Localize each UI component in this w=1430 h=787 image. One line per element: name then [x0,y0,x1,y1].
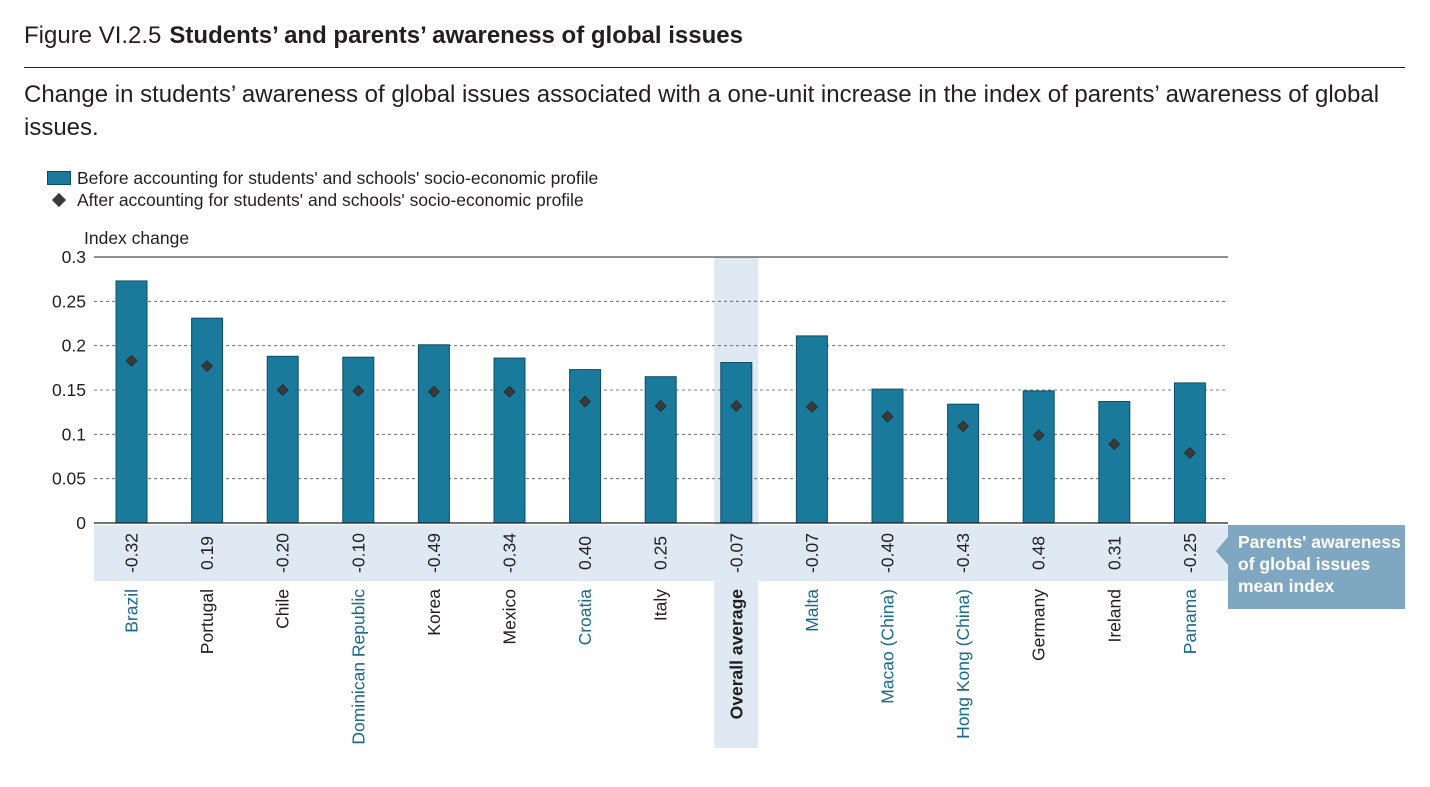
mean-index-label: 0.25 [651,536,671,570]
callout-line-1: Parents' awareness [1238,532,1401,552]
category-label: Italy [651,589,671,621]
diamond-marker [1032,429,1045,442]
callout-line-2: of global issues [1238,554,1371,574]
diamond-marker [1183,447,1196,459]
bar [644,376,677,524]
bar [191,317,224,524]
category-label: Mexico [500,589,520,644]
y-tick-label: 0.3 [62,247,86,267]
bar [493,357,526,524]
diamond-marker [805,400,818,413]
category-label: Hong Kong (China) [953,589,973,739]
bar [720,362,753,524]
diamond-marker [1108,438,1121,451]
bar [795,335,828,524]
bar [1098,401,1131,524]
diamond-marker [276,384,289,396]
category-label: Macao (China) [878,589,898,704]
chart-legend: Before accounting for students' and scho… [47,167,598,211]
mean-index-label: -0.20 [273,533,293,573]
y-tick-label: 0.2 [62,336,86,356]
y-tick-label: 0.05 [52,469,86,489]
category-label: Germany [1029,589,1049,661]
diamond-marker [579,395,592,408]
legend-entry-bars: Before accounting for students' and scho… [47,167,598,189]
bar [342,356,375,524]
diamond-marker [654,400,667,412]
bar [569,369,602,524]
mean-index-label: -0.25 [1180,533,1200,573]
mean-index-label: -0.32 [122,533,142,573]
bar [115,280,148,524]
mean-index-label: -0.07 [802,533,822,573]
mean-index-label: -0.40 [878,533,898,573]
bar [871,388,904,524]
diamond-marker [730,400,743,412]
legend-entry-markers: After accounting for students' and schoo… [47,189,598,211]
category-label: Portugal [197,589,217,654]
diamond-marker [503,385,516,398]
category-label: Panama [1180,589,1200,654]
diamond-marker [881,410,894,423]
y-axis-title: Index change [84,228,189,248]
y-tick-label: 0.15 [52,380,86,400]
title-divider [24,67,1405,68]
bar [1022,390,1055,524]
category-label: Dominican Republic [348,589,368,745]
y-tick-label: 0.25 [52,291,86,311]
figure-title: Figure VI.2.5 Students’ and parents’ awar… [24,22,743,50]
category-label: Croatia [575,589,595,646]
diamond-marker [352,384,365,397]
y-tick-label: 0 [76,513,86,533]
mean-index-label: -0.07 [726,533,746,573]
figure-subtitle: Change in students’ awareness of global … [24,81,1380,141]
category-label: Malta [802,589,822,632]
category-label: Korea [424,589,444,636]
diamond-marker [427,385,440,398]
y-tick-label: 0.1 [62,424,86,444]
legend-marker-label: After accounting for students' and schoo… [77,190,584,210]
category-label: Overall average [726,589,746,720]
mean-index-label: 0.48 [1029,536,1049,570]
callout-arrow-icon [1216,537,1228,565]
figure-name: Students’ and parents’ awareness of glob… [169,22,743,49]
mean-index-label: 0.40 [575,536,595,570]
mean-index-label: -0.10 [348,533,368,573]
legend-bar-label: Before accounting for students' and scho… [77,168,599,188]
legend-bar-swatch [47,171,71,185]
mean-index-label: 0.31 [1104,536,1124,570]
mean-index-band [94,525,1228,581]
category-label: Ireland [1104,589,1124,643]
diamond-marker [957,420,970,433]
diamond-marker [201,360,214,372]
category-label: Brazil [122,589,142,633]
mean-index-callout: Parents' awareness of global issues mean… [1228,525,1405,609]
mean-index-label: -0.43 [953,533,973,573]
callout-line-3: mean index [1238,576,1335,596]
mean-index-label: -0.49 [424,533,444,573]
bar [417,344,450,524]
diamond-marker [125,354,138,367]
category-label: Chile [273,589,293,629]
figure-number: Figure VI.2.5 [24,22,162,49]
mean-index-label: -0.34 [500,533,520,573]
bar [266,355,299,524]
mean-index-label: 0.19 [197,536,217,570]
